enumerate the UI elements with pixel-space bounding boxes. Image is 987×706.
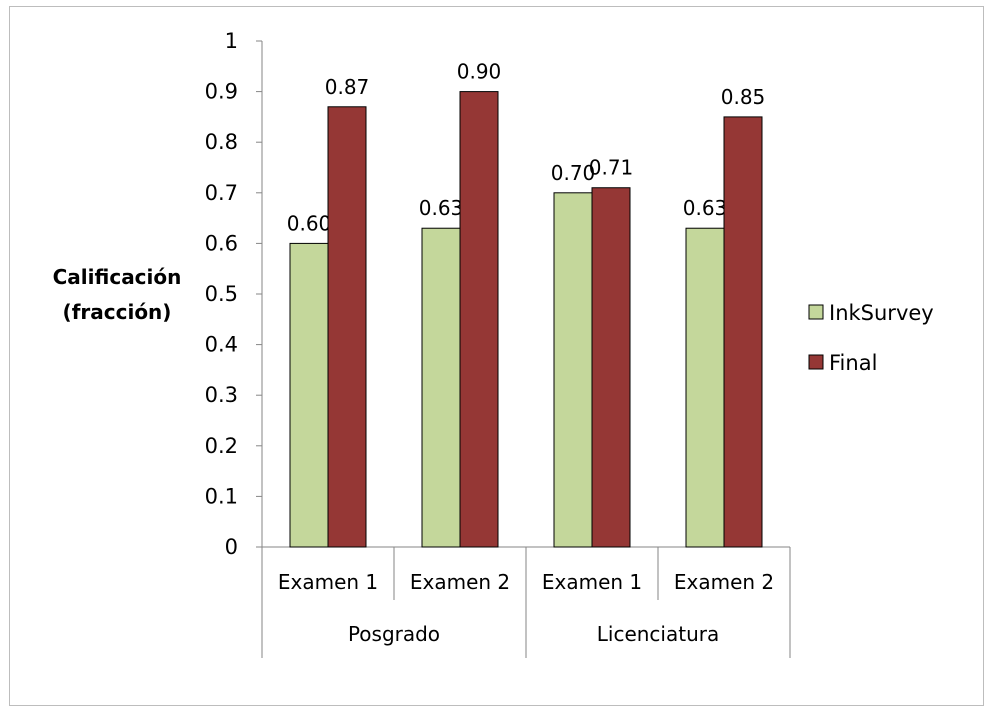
y-axis-label-line-2: (fracción) — [63, 300, 172, 324]
bar-inksurvey — [685, 227, 725, 548]
data-label: 0.60 — [287, 211, 332, 235]
data-label: 0.70 — [551, 161, 596, 185]
bar-final — [327, 106, 367, 548]
y-tick-label: 0 — [225, 535, 238, 559]
bar-final — [723, 116, 763, 548]
bar-final — [459, 91, 499, 548]
x-category-label: Examen 2 — [674, 570, 774, 594]
bar-chart: Calificación (fracción) InkSurvey Final … — [53, 29, 934, 658]
y-tick-label: 0.4 — [205, 333, 238, 357]
y-axis-label-line-1: Calificación — [53, 265, 182, 289]
legend: InkSurvey Final — [808, 301, 934, 375]
y-tick-label: 0.1 — [205, 484, 238, 508]
y-tick-label: 0.2 — [205, 434, 238, 458]
bar-inksurvey — [553, 192, 593, 548]
x-category-label: Examen 1 — [542, 570, 642, 594]
y-tick-label: 0.7 — [205, 181, 238, 205]
x-category-label: Examen 2 — [410, 570, 510, 594]
legend-swatch-final — [808, 354, 824, 370]
bar-inksurvey — [289, 242, 329, 548]
x-category-label: Examen 1 — [278, 570, 378, 594]
x-group-label: Licenciatura — [597, 622, 719, 646]
data-label: 0.87 — [325, 75, 370, 99]
plot-area: 0 0.1 0.2 0.3 0.4 0.5 0.6 0.7 0.8 0.9 1 0.60 0.87 Exa… — [205, 29, 791, 658]
y-tick-label: 0.5 — [205, 282, 238, 306]
bar-final — [591, 187, 631, 548]
data-label: 0.71 — [589, 156, 634, 180]
legend-label-inksurvey: InkSurvey — [829, 301, 934, 325]
data-label: 0.63 — [419, 196, 464, 220]
legend-swatch-inksurvey — [808, 304, 824, 320]
bar-inksurvey — [421, 227, 461, 548]
legend-label-final: Final — [829, 351, 877, 375]
x-group-label: Posgrado — [348, 622, 440, 646]
y-tick-label: 0.6 — [205, 231, 238, 255]
data-label: 0.90 — [457, 60, 502, 84]
y-tick-label: 0.9 — [205, 80, 238, 104]
y-tick-label: 0.3 — [205, 383, 238, 407]
data-label: 0.63 — [683, 196, 728, 220]
data-label: 0.85 — [721, 85, 766, 109]
y-tick-label: 0.8 — [205, 130, 238, 154]
y-tick-label: 1 — [225, 29, 238, 53]
